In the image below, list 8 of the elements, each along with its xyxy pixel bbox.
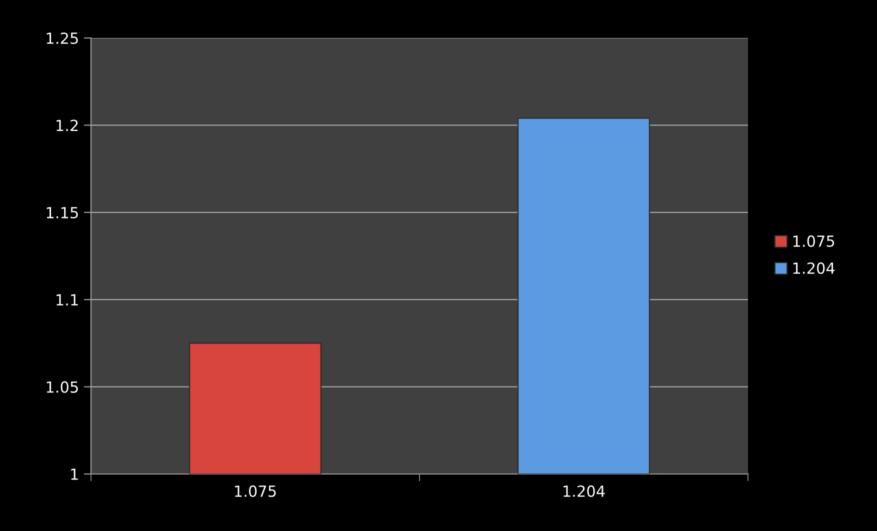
y-tick-label: 1.15 (46, 207, 78, 218)
y-tick-label: 1 (71, 468, 78, 480)
y-tick-label: 1.2 (56, 120, 78, 132)
y-tick-label: 1.1 (56, 294, 78, 306)
legend-label: 1.075 (793, 235, 834, 247)
legend-label: 1.204 (793, 262, 835, 274)
y-tick-label: 1.05 (46, 381, 78, 393)
y-tick-label: 1.25 (46, 32, 78, 44)
